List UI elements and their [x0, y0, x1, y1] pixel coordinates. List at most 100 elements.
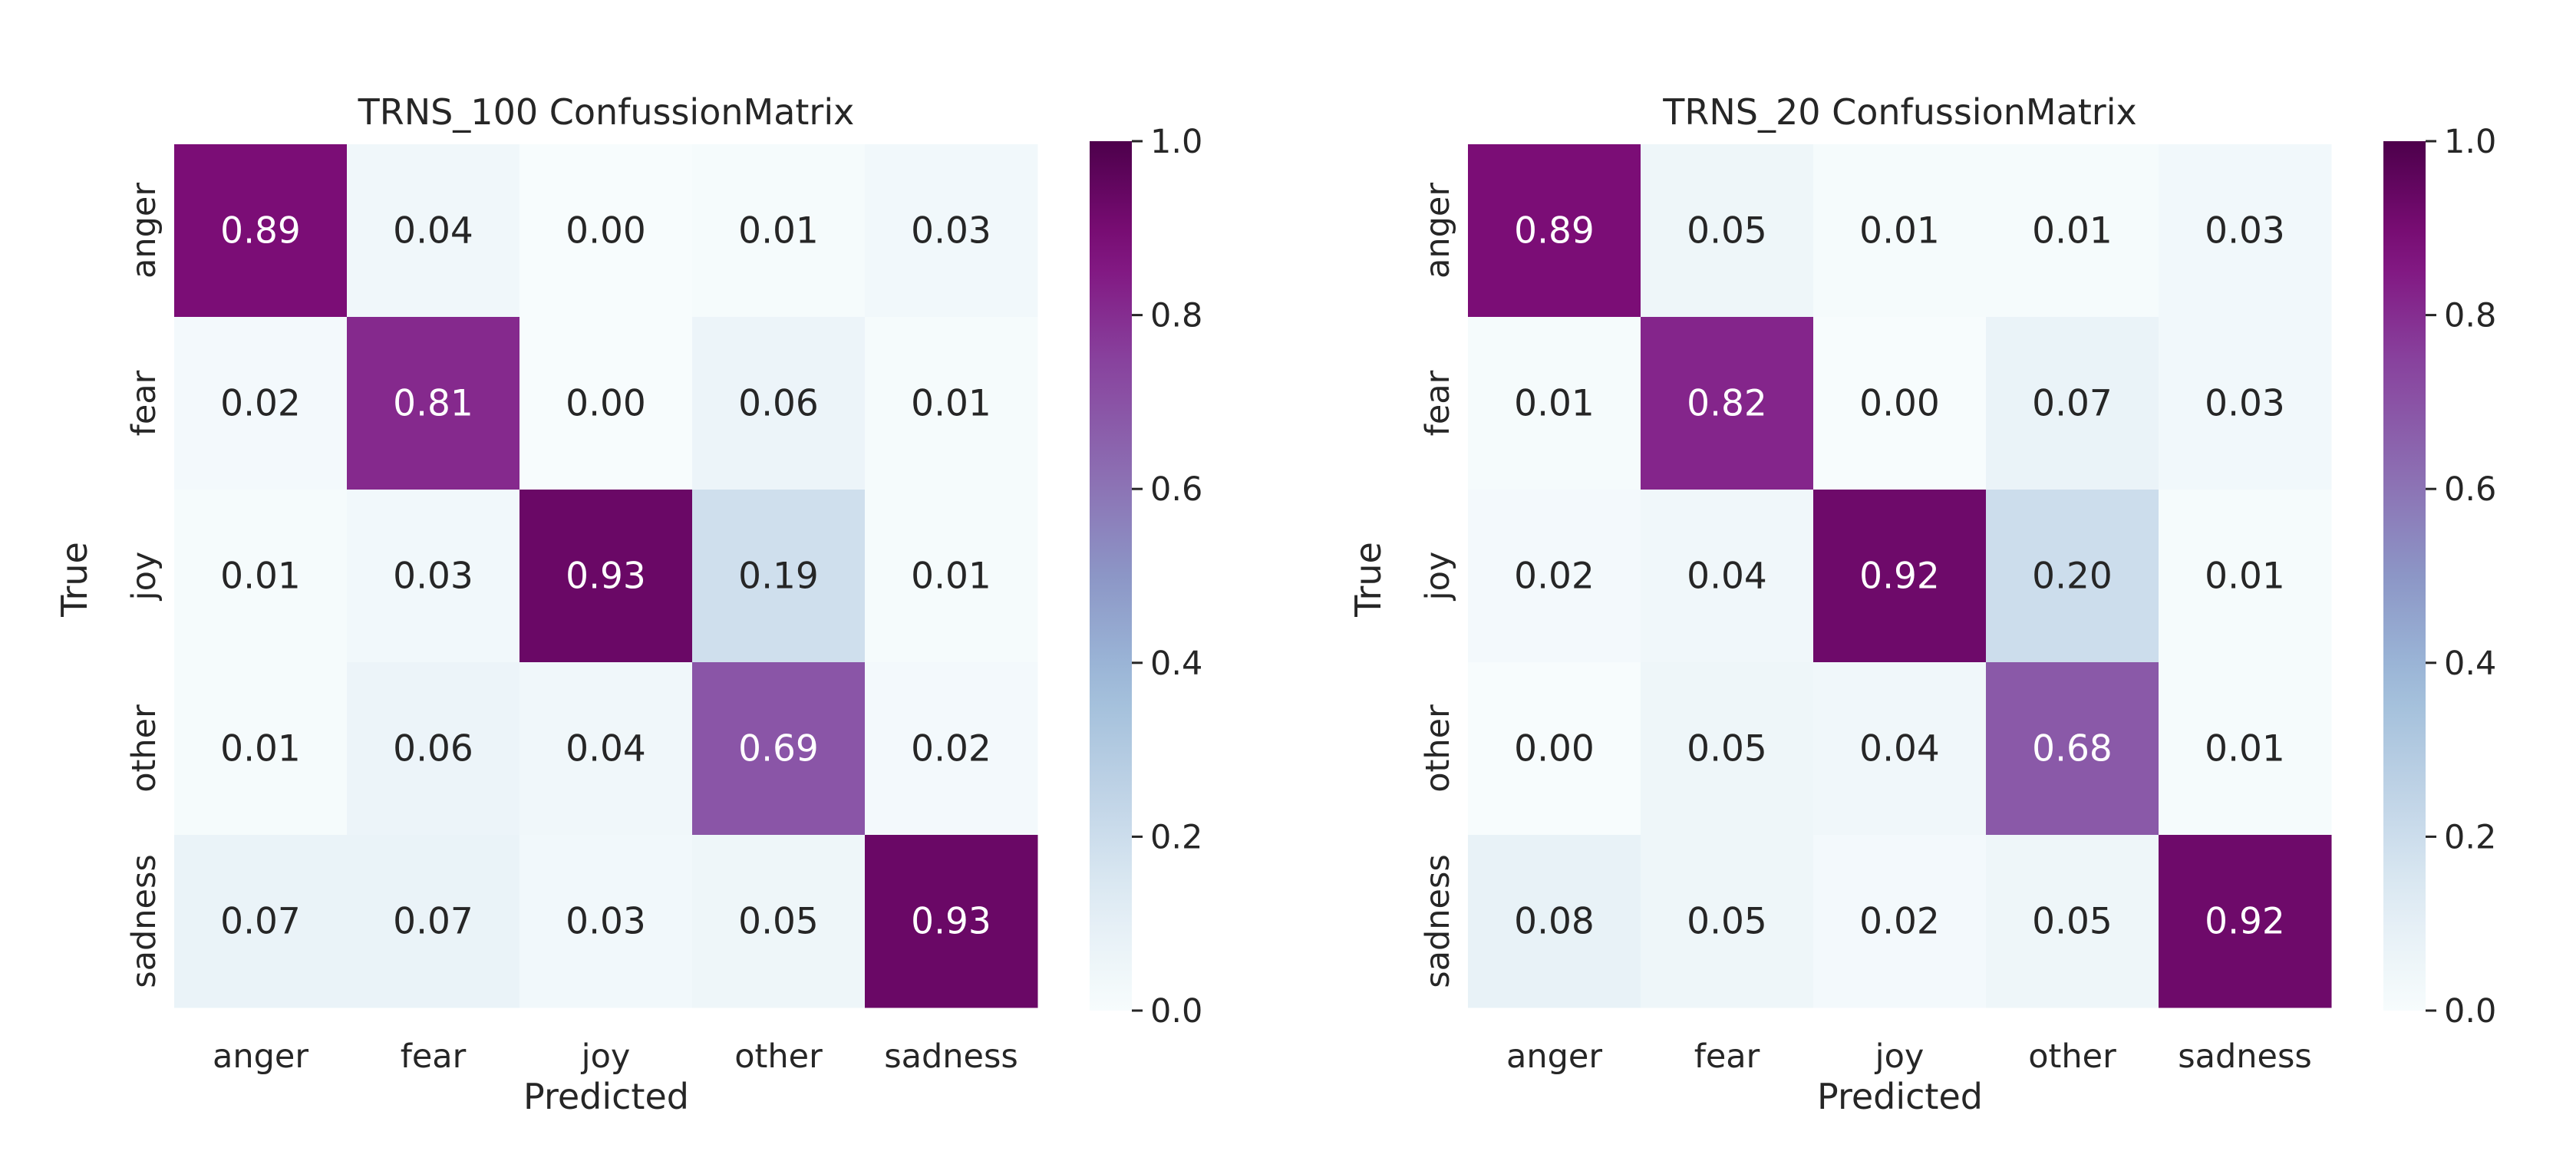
heatmap-cell — [347, 490, 520, 663]
cell-value-label: 0.04 — [393, 210, 473, 252]
heatmap-cell — [1468, 490, 1641, 663]
cell-value-label: 0.81 — [393, 383, 473, 425]
heatmap-cell — [347, 317, 520, 490]
cell-value-label: 0.01 — [738, 210, 819, 252]
cell-value-label: 0.68 — [2032, 728, 2113, 770]
cell-value-label: 0.93 — [566, 556, 646, 598]
y-tick-label: joy — [125, 552, 163, 602]
heatmap-cell — [519, 317, 693, 490]
cell-value-label: 0.04 — [566, 728, 646, 770]
cell-value-label: 0.01 — [2205, 728, 2285, 770]
colorbar-tick-label: 0.8 — [2444, 297, 2496, 335]
cell-value-label: 0.01 — [2032, 210, 2113, 252]
cell-value-label: 0.00 — [1859, 383, 1940, 425]
x-tick-label: other — [734, 1037, 823, 1076]
heatmap-cell — [519, 662, 693, 836]
panel-left: TRNS_100 ConfussionMatrix 0.89 0.04 0.00 0.… — [54, 91, 1202, 1117]
y-tick-label: anger — [1419, 183, 1457, 279]
cell-value-label: 0.03 — [2205, 383, 2285, 425]
cell-value-label: 0.89 — [220, 210, 301, 252]
heatmap-cell — [347, 662, 520, 836]
heatmap-cell — [1468, 317, 1641, 490]
cell-value-label: 0.00 — [566, 210, 646, 252]
heatmap-cell — [174, 662, 348, 836]
heatmap-cell — [1468, 144, 1641, 318]
colorbar-gradient — [2383, 141, 2426, 1011]
colorbar-tick-label: 0.0 — [1150, 992, 1202, 1031]
cell-value-label: 0.01 — [911, 383, 991, 425]
heatmap-cell — [692, 662, 866, 836]
x-tick-label: fear — [401, 1037, 467, 1076]
cell-value-label: 0.07 — [220, 901, 301, 943]
heatmap-cell — [2159, 662, 2332, 836]
cell-value-label: 0.82 — [1687, 383, 1767, 425]
cell-value-label: 0.06 — [393, 728, 473, 770]
heatmap-cell — [519, 490, 693, 663]
heatmap-cells-right: 0.89 0.05 0.01 0.01 0.03 0.01 0.82 0.00 0.07 0.03… — [1468, 144, 2332, 1008]
y-tick-label: fear — [1419, 370, 1457, 436]
colorbar-right: 0.0 0.2 0.4 0.6 0.8 1.0 — [2383, 123, 2496, 1031]
x-tick-labels-right: anger fear joy other sadness — [1506, 1037, 2312, 1076]
cell-value-label: 0.07 — [393, 901, 473, 943]
colorbar-tick-label: 0.4 — [2444, 645, 2496, 683]
cell-value-label: 0.03 — [566, 901, 646, 943]
heatmap-cell — [865, 144, 1038, 318]
heatmap-cell — [1641, 317, 1814, 490]
heatmap-cell — [174, 490, 348, 663]
cell-value-label: 0.01 — [220, 556, 301, 598]
colorbar-tick-label: 0.8 — [1150, 297, 1202, 335]
heatmap-cell — [692, 490, 866, 663]
heatmap-cell — [174, 835, 348, 1008]
heatmap-cell — [174, 144, 348, 318]
cell-value-label: 0.20 — [2032, 556, 2113, 598]
x-tick-label: other — [2028, 1037, 2116, 1076]
cell-value-label: 0.05 — [1687, 728, 1767, 770]
colorbar-gradient — [1090, 141, 1132, 1011]
cell-value-label: 0.02 — [1859, 901, 1940, 943]
y-tick-labels-right: anger fear joy other sadness — [1419, 183, 1457, 988]
heatmap-cell — [1813, 144, 1987, 318]
colorbar-tick-label: 0.2 — [1150, 818, 1202, 856]
cell-value-label: 0.00 — [1514, 728, 1595, 770]
heatmap-cell — [1641, 835, 1814, 1008]
cell-value-label: 0.05 — [2032, 901, 2113, 943]
heatmap-cell — [1468, 662, 1641, 836]
heatmap-cell — [1813, 835, 1987, 1008]
cell-value-label: 0.01 — [1514, 383, 1595, 425]
heatmap-cell — [1641, 144, 1814, 318]
heatmap-cell — [865, 662, 1038, 836]
x-tick-label: joy — [1875, 1037, 1925, 1076]
x-tick-label: sadness — [884, 1037, 1018, 1076]
heatmap-cell — [1641, 662, 1814, 836]
heatmap-cell — [1986, 490, 2159, 663]
x-tick-labels-left: anger fear joy other sadness — [213, 1037, 1018, 1076]
cell-value-label: 0.01 — [911, 556, 991, 598]
x-axis-label-left: Predicted — [523, 1076, 689, 1117]
cell-value-label: 0.01 — [220, 728, 301, 770]
colorbar-tick-label: 0.2 — [2444, 818, 2496, 856]
cell-value-label: 0.03 — [2205, 210, 2285, 252]
cell-value-label: 0.93 — [911, 901, 991, 943]
y-tick-label: other — [1419, 704, 1457, 793]
cell-value-label: 0.02 — [1514, 556, 1595, 598]
heatmap-cell — [692, 144, 866, 318]
heatmap-cell — [865, 835, 1038, 1008]
x-tick-label: sadness — [2178, 1037, 2312, 1076]
colorbar-tick-label: 1.0 — [2444, 123, 2496, 161]
cell-value-label: 0.03 — [393, 556, 473, 598]
cell-value-label: 0.02 — [911, 728, 991, 770]
colorbar-left: 0.0 0.2 0.4 0.6 0.8 1.0 — [1090, 123, 1202, 1031]
cell-value-label: 0.05 — [738, 901, 819, 943]
y-tick-label: sadness — [1419, 854, 1457, 988]
y-tick-label: sadness — [125, 854, 163, 988]
cell-value-label: 0.92 — [1859, 556, 1940, 598]
y-axis-label-right: True — [1347, 542, 1389, 618]
heatmap-cell — [519, 144, 693, 318]
colorbar-tick-label: 1.0 — [1150, 123, 1202, 161]
heatmap-cell — [2159, 144, 2332, 318]
x-tick-label: anger — [213, 1037, 308, 1076]
chart-title-right: TRNS_20 ConfussionMatrix — [1662, 91, 2136, 133]
heatmap-cell — [1986, 835, 2159, 1008]
heatmap-cell — [347, 835, 520, 1008]
